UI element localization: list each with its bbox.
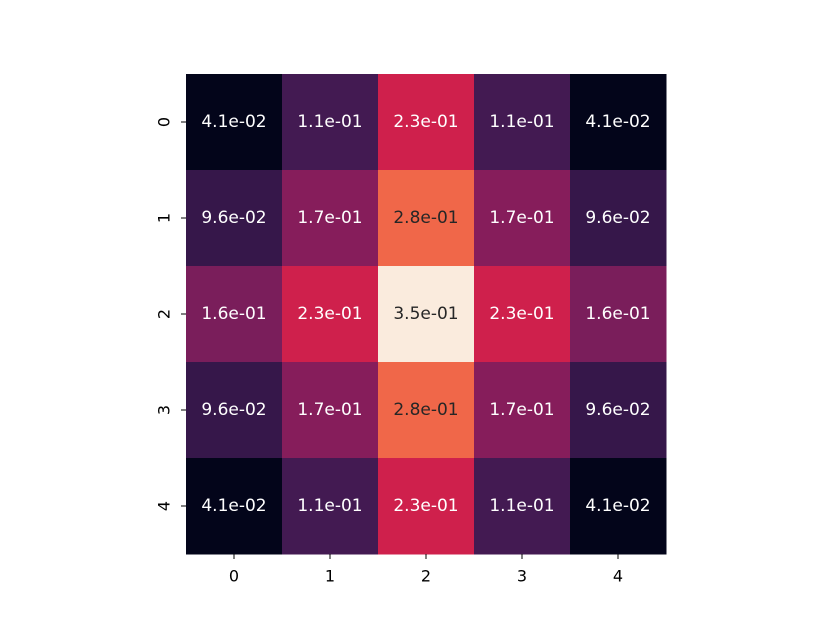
heatmap-cell [282, 458, 379, 555]
cell-value-label: 1.6e-01 [585, 304, 650, 324]
cell-value-label: 1.7e-01 [297, 208, 362, 228]
cell-value-label: 9.6e-02 [585, 208, 650, 228]
cell-value-label: 4.1e-02 [585, 496, 650, 516]
heatmap-cell [282, 170, 379, 267]
heatmap-cell [474, 362, 571, 459]
cell-value-label: 2.3e-01 [393, 496, 458, 516]
cell-value-label: 1.1e-01 [489, 112, 554, 132]
heatmap-cell [378, 458, 475, 555]
cell-value-label: 4.1e-02 [201, 496, 266, 516]
heatmap-cells: 4.1e-02 1.1e-01 2.3e-01 1.1e-01 4.1e-02 9.6e-… [186, 74, 667, 555]
heatmap-cell [378, 362, 475, 459]
heatmap-cell [378, 266, 475, 363]
x-tick-label: 4 [613, 567, 623, 586]
cell-value-label: 2.3e-01 [489, 304, 554, 324]
heatmap-cell [186, 458, 283, 555]
heatmap-cell [378, 170, 475, 267]
cell-value-label: 2.8e-01 [393, 208, 458, 228]
heatmap-cell [474, 458, 571, 555]
x-tick-label: 2 [421, 567, 431, 586]
cell-value-label: 4.1e-02 [585, 112, 650, 132]
heatmap-cell [570, 458, 667, 555]
x-tick-label: 0 [229, 567, 239, 586]
y-tick-label: 2 [155, 309, 174, 319]
cell-value-label: 1.1e-01 [489, 496, 554, 516]
heatmap-cell [282, 74, 379, 171]
heatmap-cell [474, 170, 571, 267]
heatmap-cell [570, 170, 667, 267]
cell-value-label: 1.1e-01 [297, 496, 362, 516]
heatmap-cell [474, 74, 571, 171]
heatmap-cell [378, 74, 475, 171]
heatmap-cell [570, 266, 667, 363]
cell-value-label: 1.7e-01 [489, 208, 554, 228]
heatmap-cell [570, 362, 667, 459]
cell-value-label: 1.1e-01 [297, 112, 362, 132]
cell-value-label: 1.7e-01 [489, 400, 554, 420]
heatmap-cell [186, 74, 283, 171]
x-tick-label: 3 [517, 567, 527, 586]
y-tick-label: 1 [155, 213, 174, 223]
y-tick-label: 0 [155, 117, 174, 127]
y-tick-label: 4 [155, 501, 174, 511]
cell-value-label: 9.6e-02 [201, 208, 266, 228]
cell-value-label: 2.3e-01 [393, 112, 458, 132]
cell-value-label: 9.6e-02 [585, 400, 650, 420]
heatmap-cell [282, 362, 379, 459]
heatmap-cell [570, 74, 667, 171]
heatmap-cell [474, 266, 571, 363]
heatmap-cell [282, 266, 379, 363]
cell-value-label: 4.1e-02 [201, 112, 266, 132]
cell-value-label: 3.5e-01 [393, 304, 458, 324]
cell-value-label: 1.7e-01 [297, 400, 362, 420]
heatmap-cell [186, 362, 283, 459]
x-tick-label: 1 [325, 567, 335, 586]
cell-value-label: 1.6e-01 [201, 304, 266, 324]
y-axis: 0 1 2 3 4 [155, 117, 186, 511]
heatmap-cell [186, 266, 283, 363]
x-axis: 0 1 2 3 4 [229, 554, 623, 586]
y-tick-label: 3 [155, 405, 174, 415]
cell-value-label: 2.3e-01 [297, 304, 362, 324]
heatmap-cell [186, 170, 283, 267]
cell-value-label: 2.8e-01 [393, 400, 458, 420]
cell-value-label: 9.6e-02 [201, 400, 266, 420]
